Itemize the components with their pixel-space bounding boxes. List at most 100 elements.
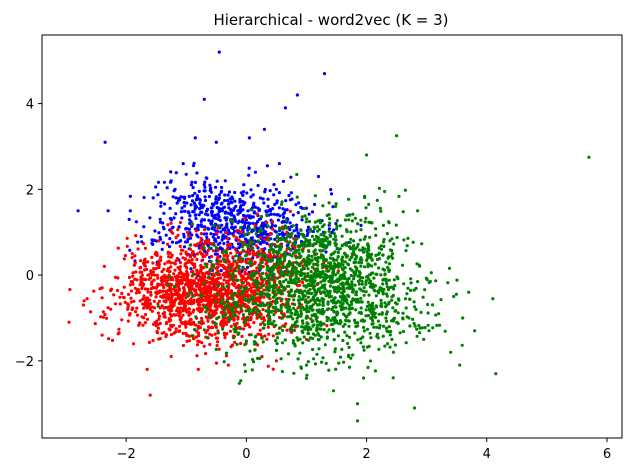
data-point (341, 255, 345, 259)
data-point (370, 264, 374, 268)
data-point (370, 252, 374, 256)
data-point (143, 264, 147, 268)
data-point (266, 292, 270, 296)
data-point (304, 363, 309, 367)
data-point (359, 261, 364, 265)
data-point (281, 328, 285, 332)
data-point (139, 278, 143, 282)
data-point (150, 305, 154, 309)
x-tick-label: 4 (483, 447, 491, 462)
data-point (434, 279, 438, 283)
data-point (390, 337, 394, 341)
data-point (315, 267, 319, 271)
data-point (193, 288, 197, 293)
data-point (206, 226, 210, 230)
data-point (299, 228, 303, 232)
data-point (204, 241, 208, 245)
data-point (216, 284, 220, 288)
data-point (325, 308, 329, 312)
data-point (130, 256, 134, 260)
data-point (339, 277, 343, 281)
data-point (178, 244, 182, 248)
x-tick-label: 2 (362, 447, 370, 462)
data-point (157, 317, 161, 321)
data-point (301, 280, 305, 285)
data-point (334, 244, 338, 248)
data-point (166, 282, 170, 286)
data-point (262, 303, 266, 308)
data-point (189, 203, 193, 207)
data-point (239, 272, 243, 276)
data-point (196, 339, 200, 343)
data-point (232, 318, 236, 322)
data-point (268, 301, 272, 305)
data-point (300, 277, 304, 281)
data-point (265, 242, 269, 246)
data-point (199, 219, 203, 223)
data-point (223, 193, 227, 197)
data-point (343, 270, 347, 275)
data-point (255, 292, 259, 296)
data-point (68, 287, 72, 292)
data-point (185, 253, 189, 257)
data-point (220, 319, 224, 324)
data-point (365, 153, 369, 157)
data-point (232, 327, 236, 331)
data-point (336, 334, 340, 338)
data-point (306, 249, 311, 253)
data-point (279, 291, 284, 295)
data-point (174, 327, 178, 331)
data-point (281, 179, 285, 183)
data-point (249, 333, 253, 337)
data-point (228, 246, 232, 251)
data-point (285, 328, 289, 332)
data-point (292, 371, 296, 375)
data-point (308, 227, 312, 231)
data-point (202, 328, 206, 332)
data-point (243, 343, 247, 347)
data-point (187, 307, 191, 311)
data-point (426, 302, 430, 307)
data-point (143, 268, 147, 272)
data-point (245, 298, 249, 302)
data-point (380, 289, 384, 293)
data-point (226, 294, 230, 298)
data-point (287, 284, 291, 288)
data-point (347, 283, 351, 287)
data-point (187, 339, 192, 343)
data-point (307, 274, 311, 278)
data-point (250, 208, 254, 212)
data-point (239, 230, 243, 234)
data-point (381, 324, 386, 328)
data-point (234, 285, 238, 290)
data-point (416, 280, 420, 284)
data-point (291, 339, 295, 343)
data-point (272, 294, 277, 298)
data-point (293, 270, 297, 274)
data-point (188, 284, 192, 289)
data-point (251, 357, 255, 362)
data-point (156, 276, 160, 280)
data-point (248, 252, 252, 256)
data-point (426, 323, 430, 327)
data-point (266, 204, 270, 208)
data-point (310, 234, 314, 238)
data-point (274, 301, 278, 305)
data-point (343, 218, 348, 222)
data-point (207, 280, 211, 284)
data-point (113, 302, 118, 306)
data-point (299, 261, 303, 265)
data-point (352, 250, 356, 254)
data-point (126, 292, 131, 296)
data-point (177, 240, 181, 244)
data-point (227, 282, 231, 287)
data-point (179, 210, 183, 214)
data-point (268, 209, 273, 213)
data-point (176, 295, 180, 299)
data-point (157, 314, 162, 318)
y-tick-label: −2 (15, 355, 34, 370)
data-point (233, 303, 237, 307)
data-point (197, 213, 201, 217)
data-point (359, 306, 363, 310)
data-point (271, 257, 275, 261)
